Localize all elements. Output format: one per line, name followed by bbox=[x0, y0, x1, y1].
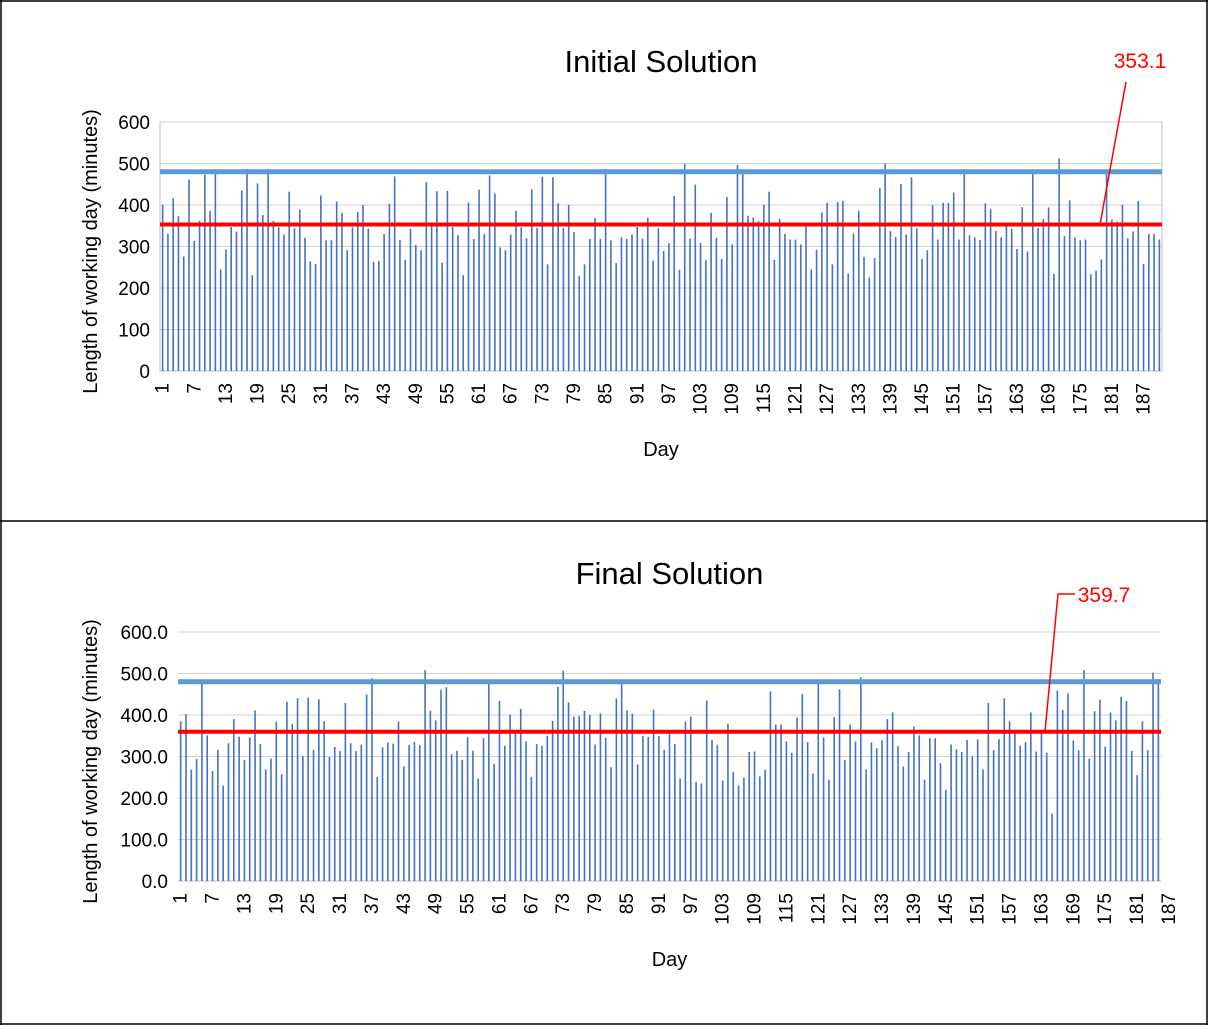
x-tick-label: 121 bbox=[785, 383, 806, 415]
x-tick-label: 7 bbox=[203, 893, 224, 904]
y-tick-label: 600.0 bbox=[120, 623, 168, 644]
x-tick-label: 121 bbox=[808, 893, 829, 925]
x-tick-label: 151 bbox=[968, 893, 989, 925]
y-tick-label: 0 bbox=[139, 362, 150, 383]
x-tick-label: 133 bbox=[849, 383, 870, 415]
x-tick-label: 19 bbox=[248, 383, 269, 404]
x-tick-label: 109 bbox=[722, 383, 743, 415]
y-tick-label: 600 bbox=[118, 113, 150, 134]
x-tick-label: 7 bbox=[184, 383, 205, 394]
x-tick-label: 145 bbox=[936, 893, 957, 925]
x-tick-label: 133 bbox=[872, 893, 893, 925]
x-tick-label: 73 bbox=[532, 383, 553, 404]
x-tick-label: 115 bbox=[776, 893, 797, 923]
final-solution-panel: 0.0 100.0 200.0 300.0 400.0 500.0 600.0 359.7 1 7… bbox=[0, 522, 1208, 1025]
x-tick-label: 97 bbox=[659, 383, 680, 404]
x-tick-label: 157 bbox=[1000, 893, 1021, 925]
x-tick-label: 139 bbox=[904, 893, 925, 925]
x-tick-label: 103 bbox=[691, 383, 712, 415]
x-tick-label: 55 bbox=[458, 893, 479, 914]
y-tick-label: 500 bbox=[118, 155, 150, 176]
x-tick-label: 175 bbox=[1095, 893, 1116, 925]
x-tick-label: 181 bbox=[1102, 383, 1123, 415]
x-tick-label: 163 bbox=[1031, 893, 1052, 925]
average-value-label: 359.7 bbox=[1078, 584, 1131, 607]
x-tick-label: 91 bbox=[649, 893, 670, 914]
x-tick-label: 163 bbox=[1007, 383, 1028, 415]
x-tick-label: 19 bbox=[266, 893, 287, 914]
x-tick-label: 37 bbox=[342, 383, 363, 404]
x-tick-label: 73 bbox=[553, 893, 574, 914]
x-tick-label: 79 bbox=[564, 383, 585, 404]
chart-title: Initial Solution bbox=[564, 44, 757, 79]
x-tick-label: 175 bbox=[1070, 383, 1091, 415]
average-value-label: 353.1 bbox=[1114, 50, 1167, 73]
x-tick-label: 127 bbox=[840, 893, 861, 925]
y-tick-label: 300.0 bbox=[120, 748, 168, 769]
x-tick-label: 169 bbox=[1039, 383, 1060, 415]
x-tick-label: 151 bbox=[944, 383, 965, 415]
initial-solution-panel: 0 100 200 300 400 500 600 353.1 1 7 13 19 25 31 37 43 49… bbox=[0, 0, 1208, 522]
y-tick-label: 500.0 bbox=[120, 665, 168, 686]
x-tick-label: 43 bbox=[374, 383, 395, 404]
y-tick-label: 300 bbox=[118, 238, 150, 259]
x-tick-label: 43 bbox=[394, 893, 415, 914]
initial-solution-chart: 0 100 200 300 400 500 600 353.1 1 7 13 19 25 31 37 43 49… bbox=[0, 0, 1208, 522]
x-tick-label: 67 bbox=[521, 893, 542, 914]
x-tick-label: 109 bbox=[745, 893, 766, 925]
x-tick-label: 169 bbox=[1063, 893, 1084, 925]
y-tick-label: 100 bbox=[118, 321, 150, 342]
x-tick-label: 181 bbox=[1127, 893, 1148, 925]
y-tick-label: 400.0 bbox=[120, 706, 168, 727]
x-tick-label: 25 bbox=[279, 383, 300, 404]
x-tick-label: 85 bbox=[596, 383, 617, 404]
x-tick-label: 103 bbox=[713, 893, 734, 925]
x-tick-label: 139 bbox=[880, 383, 901, 415]
x-tick-label: 1 bbox=[171, 893, 192, 904]
x-tick-label: 25 bbox=[298, 893, 319, 914]
x-tick-label: 61 bbox=[469, 383, 490, 404]
y-tick-label: 400 bbox=[118, 196, 150, 217]
x-tick-label: 31 bbox=[330, 893, 351, 914]
x-tick-label: 67 bbox=[501, 383, 522, 404]
x-tick-label: 157 bbox=[975, 383, 996, 415]
x-axis-label: Day bbox=[652, 949, 688, 971]
y-axis-label: Length of working day (minutes) bbox=[80, 619, 102, 904]
x-tick-label: 91 bbox=[627, 383, 648, 404]
y-axis-label: Length of working day (minutes) bbox=[80, 109, 102, 394]
x-tick-label: 187 bbox=[1159, 893, 1180, 925]
x-tick-label: 31 bbox=[311, 383, 332, 404]
x-tick-label: 187 bbox=[1134, 383, 1155, 415]
average-label-connector bbox=[1099, 81, 1127, 225]
chart-title: Final Solution bbox=[576, 556, 764, 591]
x-tick-label: 115 bbox=[754, 383, 775, 413]
y-tick-label: 200.0 bbox=[120, 789, 168, 810]
x-tick-label: 97 bbox=[681, 893, 702, 914]
x-tick-label: 37 bbox=[362, 893, 383, 914]
x-tick-label: 13 bbox=[234, 893, 255, 914]
x-tick-label: 49 bbox=[426, 893, 447, 914]
x-tick-label: 1 bbox=[153, 383, 174, 394]
x-tick-label: 13 bbox=[216, 383, 237, 404]
x-tick-label: 145 bbox=[912, 383, 933, 415]
x-tick-label: 61 bbox=[489, 893, 510, 914]
x-tick-label: 85 bbox=[617, 893, 638, 914]
x-tick-label: 55 bbox=[437, 383, 458, 404]
x-tick-label: 49 bbox=[406, 383, 427, 404]
x-axis-label: Day bbox=[643, 439, 679, 461]
y-tick-label: 200 bbox=[118, 279, 150, 300]
y-tick-label: 0.0 bbox=[142, 872, 168, 893]
x-tick-label: 127 bbox=[817, 383, 838, 415]
average-label-connector bbox=[1044, 593, 1075, 732]
y-tick-label: 100.0 bbox=[120, 831, 168, 852]
x-tick-label: 79 bbox=[585, 893, 606, 914]
